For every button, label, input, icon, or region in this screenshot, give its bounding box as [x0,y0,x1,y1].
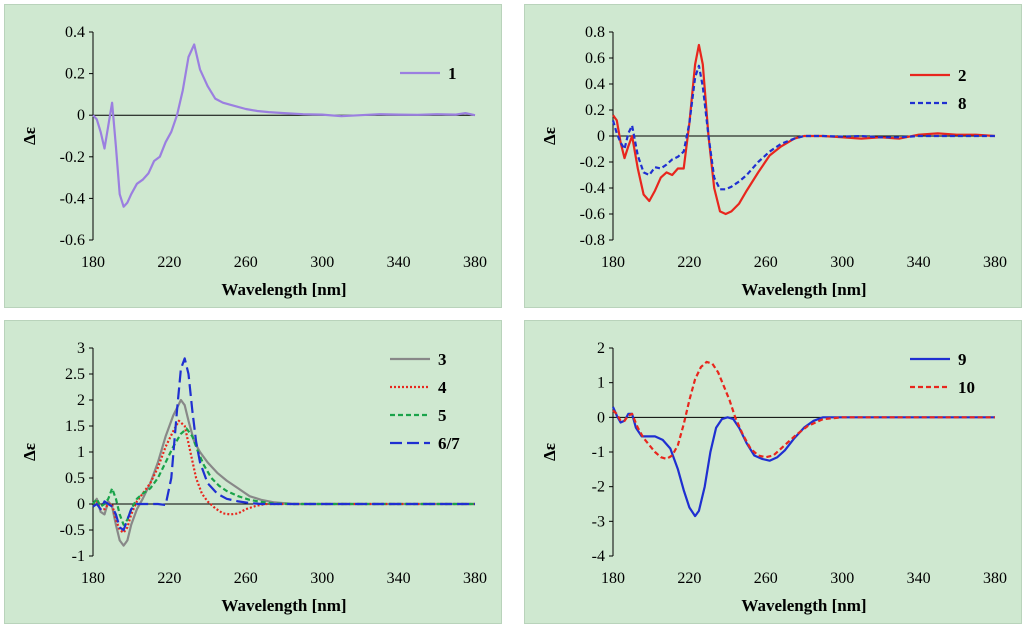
chart1-xtick-label: 340 [387,254,411,271]
chart3-ytick-label: 0.5 [65,470,85,487]
chart4-y-axis-title: Δε [540,443,559,461]
chart3-ytick-label: 1 [77,444,85,461]
chart1-ytick-label: 0 [77,107,85,124]
chart1-xtick-label: 180 [81,254,105,271]
chart3-ytick-label: 2.5 [65,366,85,383]
chart4-ytick-label: -4 [592,548,605,565]
chart3-x-axis-title: Wavelength [nm] [221,596,346,615]
chart2-ytick-label: 0.6 [585,50,605,67]
chart2-ytick-label: 0.2 [585,102,605,119]
chart3-legend-label: 4 [438,378,447,397]
chart1-ytick-label: 0.4 [65,24,85,41]
chart-panel-2: 0.8 0.6 0.4 0.2 0 -0.2 -0.4 -0.6 -0.8 180 220 260 30… [524,4,1022,308]
chart4-ytick-label: -2 [592,479,605,496]
chart4-xtick-label: 220 [677,570,701,587]
chart3-xtick-label: 220 [157,570,181,587]
chart2-y-axis-title: Δε [540,127,559,145]
chart4-xtick-label: 260 [754,570,778,587]
chart1-series-1-line [92,43,476,208]
chart3-ytick-label: -1 [72,548,85,565]
chart1-xtick-label: 380 [463,254,487,271]
chart1-ytick-label: -0.6 [60,232,85,249]
chart-panel-4: 2 1 0 -1 -2 -3 -4 180 220 260 300 340 380 Wavelength … [524,320,1022,624]
chart4-legend-label: 9 [958,350,967,369]
chart3-ytick-label: 2 [77,392,85,409]
chart1-xtick-label: 220 [157,254,181,271]
chart-panel-1: 0.4 0.2 0 -0.2 -0.4 -0.6 180 220 260 300 340 380 Wav… [4,4,502,308]
chart1-ytick-label: -0.4 [60,190,85,207]
chart1-legend-label: 1 [448,64,457,83]
chart-panel-3: 3 2.5 2 1.5 1 0.5 0 -0.5 -1 180 220 260 300 340 380 Wav… [4,320,502,624]
chart3-ytick-label: 0 [77,496,85,513]
chart1-ytick-label: 0.2 [65,66,85,83]
chart3-series-6-7-line [92,357,475,532]
chart2-series-2-line [612,43,996,216]
chart-svg-1: 0.4 0.2 0 -0.2 -0.4 -0.6 180 220 260 300 340 380 Wav… [20,24,487,299]
chart2-ytick-label: -0.8 [580,232,605,249]
chart2-legend-label: 8 [958,94,967,113]
chart3-xtick-label: 300 [310,570,334,587]
chart3-ytick-label: -0.5 [60,522,85,539]
chart2-ytick-label: 0.4 [585,76,605,93]
chart3-xtick-label: 260 [234,570,258,587]
chart-svg-2: 0.8 0.6 0.4 0.2 0 -0.2 -0.4 -0.6 -0.8 180 220 260 30… [540,24,1007,299]
chart4-series-9-line [611,406,995,518]
chart1-xtick-label: 300 [310,254,334,271]
chart3-ytick-label: 1.5 [65,418,85,435]
chart2-xtick-label: 380 [983,254,1007,271]
chart3-legend-label: 5 [438,406,447,425]
chart4-ytick-label: 0 [597,409,605,426]
chart4-xtick-label: 180 [601,570,625,587]
chart2-x-axis-title: Wavelength [nm] [741,280,866,299]
chart3-y-axis-title: Δε [20,443,39,461]
chart4-xtick-label: 300 [830,570,854,587]
chart3-legend-label: 3 [438,350,447,369]
chart2-ytick-label: 0 [597,128,605,145]
chart2-xtick-label: 300 [830,254,854,271]
chart3-ytick-label: 3 [77,340,85,357]
chart4-ytick-label: 1 [597,375,605,392]
chart4-legend-label: 10 [958,378,975,397]
chart4-x-axis-title: Wavelength [nm] [741,596,866,615]
chart3-xtick-label: 180 [81,570,105,587]
chart4-ytick-label: -3 [592,513,605,530]
chart4-series-10-line [612,360,995,460]
chart1-ytick-label: -0.2 [60,149,85,166]
chart2-ytick-label: -0.6 [580,206,605,223]
chart1-xtick-label: 260 [234,254,258,271]
chart-svg-3: 3 2.5 2 1.5 1 0.5 0 -0.5 -1 180 220 260 300 340 380 Wav… [20,340,487,615]
chart2-ytick-label: 0.8 [585,24,605,41]
chart2-ytick-label: -0.2 [580,154,605,171]
chart2-xtick-label: 220 [677,254,701,271]
chart2-ytick-label: -0.4 [580,180,605,197]
chart3-xtick-label: 380 [463,570,487,587]
chart4-xtick-label: 380 [983,570,1007,587]
chart2-series-8-line [611,64,995,191]
chart4-xtick-label: 340 [907,570,931,587]
chart3-xtick-label: 340 [387,570,411,587]
chart3-series-4-line [92,419,475,534]
chart4-ytick-label: -1 [592,444,605,461]
chart2-legend-label: 2 [958,66,967,85]
chart3-series-3-line [92,398,475,547]
chart4-ytick-label: 2 [597,340,605,357]
chart3-legend-label: 6/7 [438,434,460,453]
chart1-y-axis-title: Δε [20,127,39,145]
chart2-xtick-label: 260 [754,254,778,271]
chart2-xtick-label: 180 [601,254,625,271]
chart1-x-axis-title: Wavelength [nm] [221,280,346,299]
chart2-xtick-label: 340 [907,254,931,271]
